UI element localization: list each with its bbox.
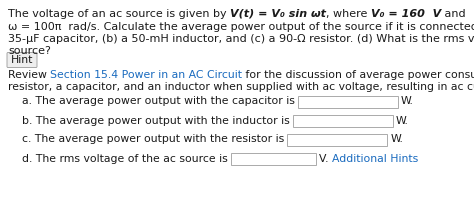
Text: c. The average power output with the resistor is: c. The average power output with the res… [22,134,284,145]
Text: Additional Hints: Additional Hints [332,154,418,164]
Text: V(t) = V₀ sin ωt: V(t) = V₀ sin ωt [230,9,326,19]
Text: a. The average power output with the capacitor is: a. The average power output with the cap… [22,97,295,106]
Text: source?: source? [8,46,51,57]
Text: , where: , where [326,9,371,19]
Text: W.: W. [390,134,403,145]
Text: b. The average power output with the inductor is: b. The average power output with the ind… [22,115,290,125]
Text: V₀ = 160  V: V₀ = 160 V [371,9,441,19]
Text: and: and [441,9,466,19]
Text: Section 15.4 Power in an AC Circuit: Section 15.4 Power in an AC Circuit [50,71,242,81]
Text: for the discussion of average power consumption of a: for the discussion of average power cons… [242,71,474,81]
Text: Hint: Hint [11,55,33,65]
Text: ω = 100π  rad/s. Calculate the average power output of the source if it is conne: ω = 100π rad/s. Calculate the average po… [8,21,474,32]
FancyBboxPatch shape [298,95,398,108]
Text: W.: W. [396,115,409,125]
FancyBboxPatch shape [293,115,393,127]
FancyBboxPatch shape [7,53,37,67]
Text: The voltage of an ac source is given by: The voltage of an ac source is given by [8,9,230,19]
Text: resistor, a capacitor, and an inductor when supplied with ac voltage, resulting : resistor, a capacitor, and an inductor w… [8,82,474,92]
Text: d. The rms voltage of the ac source is: d. The rms voltage of the ac source is [22,154,228,164]
FancyBboxPatch shape [231,152,316,164]
FancyBboxPatch shape [287,134,387,145]
Text: W.: W. [401,97,414,106]
Text: 35-μF capacitor, (b) a 50-mH inductor, and (c) a 90-Ω resistor. (d) What is the : 35-μF capacitor, (b) a 50-mH inductor, a… [8,34,474,44]
Text: V.: V. [319,154,332,164]
Text: Review: Review [8,71,50,81]
